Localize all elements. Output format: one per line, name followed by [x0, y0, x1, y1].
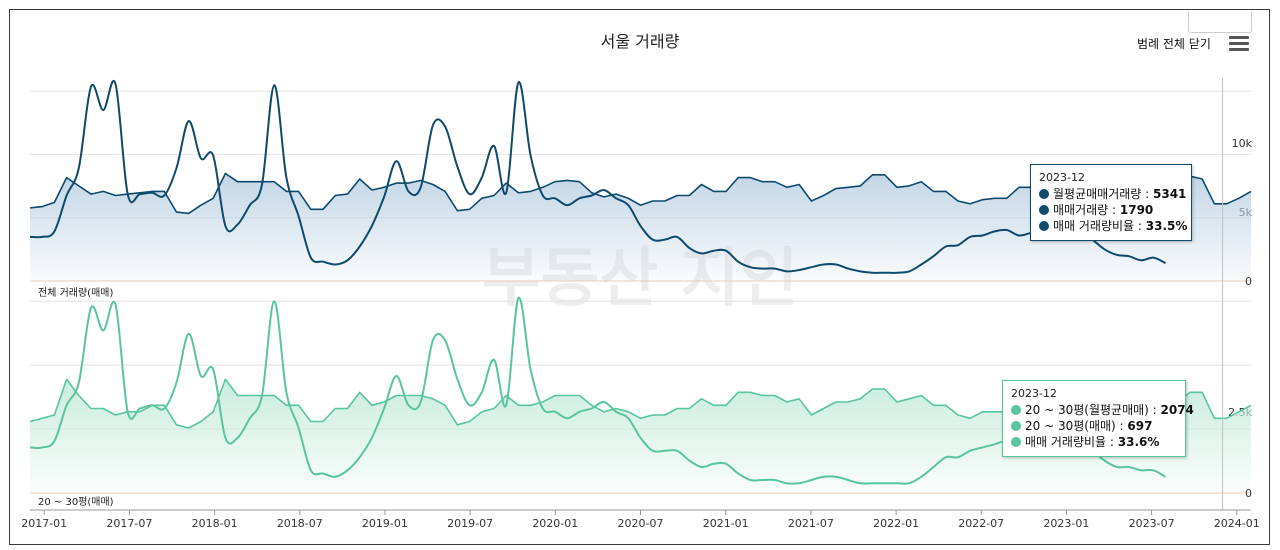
- series-line-monthly-bottom: [29, 296, 1167, 485]
- menu-icon[interactable]: [1229, 36, 1249, 52]
- x-tick-label: 2021-07: [788, 517, 834, 530]
- x-tick-label: 2018-01: [192, 517, 238, 530]
- legend-dot: [1011, 421, 1021, 431]
- tooltip-bottom: 2023-12 20 ~ 30평(월평균매매) : 2074 20 ~ 30평(…: [1002, 380, 1194, 457]
- x-tick-label: 2017-07: [106, 517, 152, 530]
- chart-title: 서울 거래량: [600, 32, 680, 51]
- tooltip-top: 2023-12 월평균매매거래량 : 5341 매매거래량 : 1790 매매 …: [1030, 164, 1192, 241]
- x-tick-label: 2020-01: [532, 517, 578, 530]
- panel-label: 전체 거래량(매매): [38, 287, 113, 299]
- legend-dot: [1011, 437, 1021, 447]
- tooltip-label: 20 ~ 30평(월평균매매): [1025, 403, 1149, 417]
- tooltip-value: 1790: [1119, 203, 1154, 217]
- legend-dot: [1039, 205, 1049, 215]
- x-tick-label: 2019-01: [362, 517, 408, 530]
- tooltip-row: 월평균매매거래량 : 5341: [1039, 186, 1187, 202]
- x-tick-label: 2021-01: [703, 517, 749, 530]
- tooltip-row: 매매 거래량비율 : 33.5%: [1039, 218, 1187, 234]
- panel-label: 20 ~ 30평(매매): [38, 496, 114, 508]
- x-tick-label: 2017-01: [21, 517, 67, 530]
- tooltip-date: 2023-12: [1039, 171, 1085, 184]
- tooltip-row: 20 ~ 30평(월평균매매) : 2074: [1011, 402, 1194, 418]
- tooltip-date: 2023-12: [1011, 387, 1057, 400]
- legend-dot: [1039, 189, 1049, 199]
- tooltip-label: 매매 거래량비율: [1025, 435, 1107, 449]
- tooltip-value: 33.6%: [1117, 435, 1160, 449]
- tooltip-label: 20 ~ 30평(매매): [1025, 419, 1116, 433]
- legend-toggle-button[interactable]: 범례 전체 닫기: [1133, 34, 1215, 53]
- x-tick-label: 2023-07: [1129, 517, 1175, 530]
- x-tick-label: 2019-07: [447, 517, 493, 530]
- x-tick-label: 2022-01: [873, 517, 919, 530]
- legend-dot: [1011, 405, 1021, 415]
- y-tick-label: 10k: [1232, 137, 1253, 150]
- x-tick-label: 2024-01: [1214, 517, 1260, 530]
- tooltip-value: 33.5%: [1145, 219, 1188, 233]
- series-line-monthly-top: [29, 79, 1166, 274]
- tooltip-row: 20 ~ 30평(매매) : 697: [1011, 418, 1177, 434]
- x-tick-label: 2018-07: [277, 517, 323, 530]
- tooltip-value: 5341: [1153, 187, 1187, 201]
- y-tick-label: 0: [1245, 487, 1252, 500]
- tooltip-label: 매매 거래량비율: [1053, 219, 1135, 233]
- tooltip-label: 매매거래량: [1053, 203, 1109, 217]
- tooltip-row: 매매거래량 : 1790: [1039, 202, 1183, 218]
- tooltip-value: 697: [1127, 419, 1153, 433]
- tooltip-value: 2074: [1160, 403, 1194, 417]
- legend-dot: [1039, 221, 1049, 231]
- x-tick-label: 2023-01: [1043, 517, 1089, 530]
- x-tick-label: 2020-07: [618, 517, 664, 530]
- tooltip-label: 월평균매매거래량: [1053, 187, 1142, 201]
- tooltip-row: 매매 거래량비율 : 33.6%: [1011, 434, 1177, 450]
- x-tick-label: 2022-07: [958, 517, 1004, 530]
- y-tick-label: 0: [1245, 275, 1252, 288]
- period-tab[interactable]: [1188, 12, 1252, 33]
